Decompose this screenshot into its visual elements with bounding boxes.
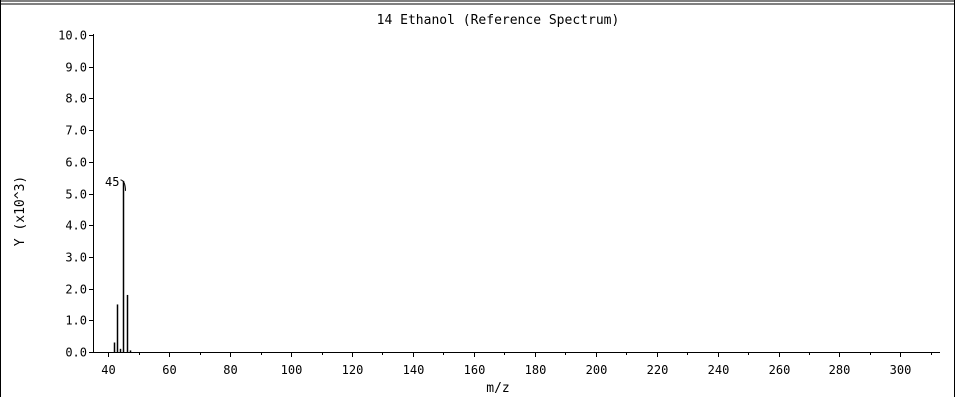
x-tick-label: 300 [890, 363, 912, 377]
y-tick-label: 0.0 [65, 346, 87, 360]
x-tick-label: 240 [708, 363, 730, 377]
y-tick-label: 1.0 [65, 314, 87, 328]
x-tick-label: 280 [829, 363, 851, 377]
y-tick-label: 2.0 [65, 283, 87, 297]
y-tick-label: 6.0 [65, 156, 87, 170]
peaks [113, 180, 132, 352]
x-tick-label: 160 [464, 363, 486, 377]
x-axis-label: m/z [486, 381, 509, 396]
y-tick-label: 5.0 [65, 188, 87, 202]
x-tick-label: 140 [403, 363, 425, 377]
peak-annotation-label: 45 [105, 175, 119, 189]
y-ticks: 0.0 1.0 2.0 3.0 4.0 5.0 6.0 7.0 8.0 9.0 10.0 [58, 29, 93, 360]
y-tick-label: 7.0 [65, 124, 87, 138]
chart-title: 14 Ethanol (Reference Spectrum) [377, 13, 620, 28]
y-tick-label: 9.0 [65, 61, 87, 75]
x-tick-label: 40 [101, 363, 115, 377]
x-tick-label: 220 [647, 363, 669, 377]
peak-annotation-leader [120, 179, 126, 191]
x-tick-label: 180 [525, 363, 547, 377]
x-tick-label: 260 [769, 363, 791, 377]
y-tick-label: 10.0 [58, 29, 87, 43]
x-tick-label: 80 [223, 363, 237, 377]
y-axis-label: Y (x10^3) [13, 176, 28, 246]
x-tick-label: 200 [586, 363, 608, 377]
y-tick-label: 3.0 [65, 251, 87, 265]
y-tick-label: 4.0 [65, 219, 87, 233]
y-tick-label: 8.0 [65, 92, 87, 106]
x-ticks: 40 60 80 100 120 140 160 180 200 220 240 260 280 300 [101, 352, 932, 377]
x-tick-label: 120 [342, 363, 364, 377]
x-tick-label: 100 [281, 363, 303, 377]
annotations: 45 [105, 175, 126, 191]
x-tick-label: 60 [162, 363, 176, 377]
